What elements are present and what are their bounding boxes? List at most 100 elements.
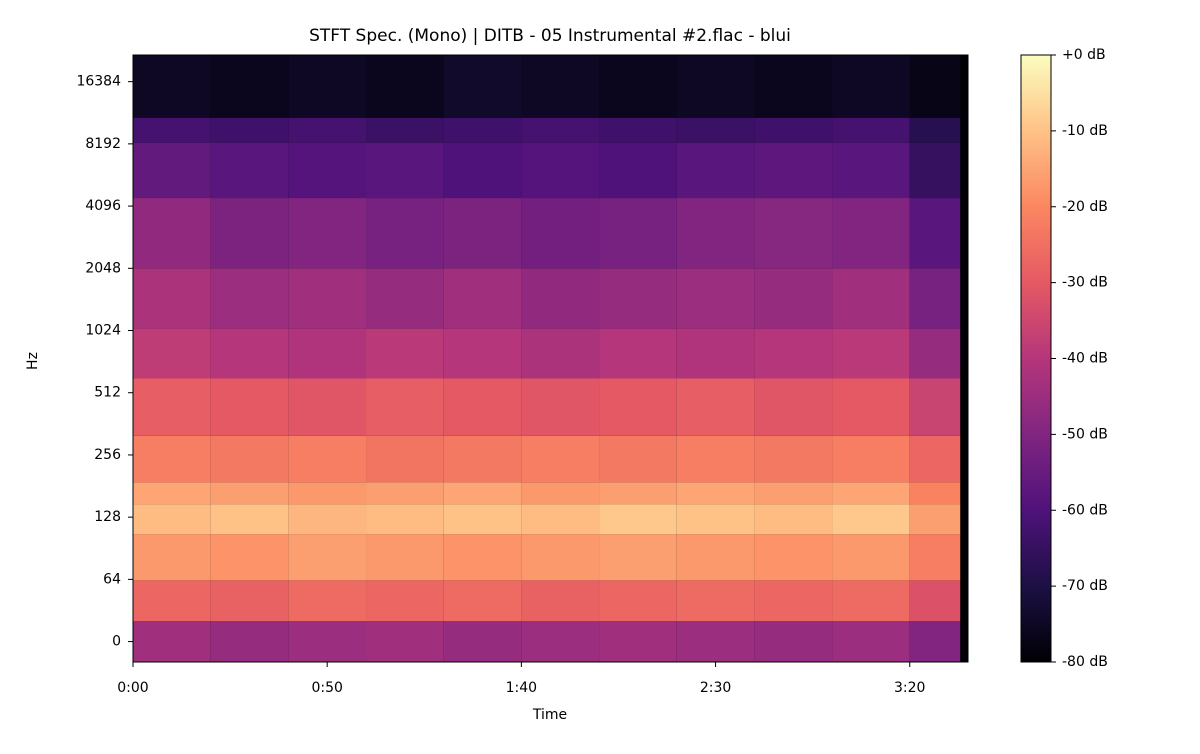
spectrogram-cell [676,504,755,535]
spectrogram-cell [521,198,600,269]
spectrogram-cell [521,378,600,436]
spectrogram-cell [832,580,910,622]
spectrogram-cell [909,482,961,505]
x-tick-label: 0:00 [117,680,148,696]
spectrogram-cell [676,534,755,581]
spectrogram-cell [366,580,444,622]
spectrogram-cell [288,198,367,269]
spectrogram-cell [521,268,600,329]
spectrogram-cell [676,268,755,329]
spectrogram-cell [443,268,522,329]
spectrogram-cell [133,328,211,379]
spectrogram-cell [909,117,961,143]
y-tick-label: 256 [94,447,121,463]
colorbar [1020,54,1052,663]
spectrogram-cell [366,435,444,483]
spectrogram-cell [133,621,211,662]
spectrogram-cell [366,621,444,662]
y-tick-label: 2048 [85,260,121,276]
spectrogram-cell [599,142,677,199]
spectrogram-cell [521,580,600,622]
spectrogram-cell [909,55,961,118]
spectrogram-cell [599,504,677,535]
colorbar-tick-label: +0 dB [1062,47,1106,63]
spectrogram-cell [443,142,522,199]
spectrogram-cell [909,580,961,622]
spectrogram-cell [133,378,211,436]
spectrogram-cell [521,534,600,581]
spectrogram-cell [599,534,677,581]
spectrogram-cell [832,117,910,143]
spectrogram-cell [599,580,677,622]
spectrogram-cell [521,142,600,199]
spectrogram-cell [443,482,522,505]
spectrogram-cell [133,198,211,269]
x-tick-label: 1:40 [506,680,537,696]
spectrogram-cell [366,328,444,379]
spectrogram-cell [366,198,444,269]
spectrogram-cell [521,435,600,483]
spectrogram-cell [754,580,833,622]
spectrogram-cell [599,621,677,662]
spectrogram-cell [288,142,367,199]
spectrogram-cell [832,621,910,662]
x-tick-label: 0:50 [311,680,342,696]
heatmap [133,55,961,662]
spectrogram-cell [288,117,367,143]
spectrogram-cell [832,534,910,581]
x-tick-label: 3:20 [894,680,925,696]
spectrogram-cell [599,268,677,329]
spectrogram-cell [676,621,755,662]
spectrogram-cell [909,504,961,535]
spectrogram-cell [210,534,289,581]
spectrogram-cell [443,117,522,143]
spectrogram-cell [210,621,289,662]
spectrogram-cell [832,268,910,329]
plot-frame [132,54,969,663]
spectrogram-cell [832,504,910,535]
spectrogram-cell [366,268,444,329]
spectrogram-cell [366,142,444,199]
y-tick-label: 0 [112,634,121,650]
spectrogram-cell [443,580,522,622]
spectrogram-cell [210,268,289,329]
y-axis-label: Hz [25,352,41,370]
spectrogram-cell [133,580,211,622]
spectrogram-cell [443,435,522,483]
spectrogram-cell [521,504,600,535]
spectrogram-cell [832,328,910,379]
spectrogram-cell [133,142,211,199]
spectrogram-cell [133,534,211,581]
spectrogram-cell [754,142,833,199]
spectrogram-cell [754,268,833,329]
spectrogram-cell [599,328,677,379]
spectrogram-cell [288,328,367,379]
spectrogram-cell [832,435,910,483]
spectrogram-cell [521,621,600,662]
spectrogram-cell [754,378,833,436]
spectrogram-cell [909,435,961,483]
spectrogram-cell [443,55,522,118]
spectrogram-cell [443,504,522,535]
spectrogram-cell [521,482,600,505]
spectrogram-cell [443,621,522,662]
spectrogram-cell [754,534,833,581]
spectrogram-cell [210,378,289,436]
y-tick-label: 64 [103,571,121,587]
spectrogram-cell [599,482,677,505]
colorbar-tick-label: -70 dB [1062,578,1108,594]
colorbar-tick-label: -80 dB [1062,654,1108,670]
spectrogram-cell [443,534,522,581]
chart-title: STFT Spec. (Mono) | DITB - 05 Instrument… [309,26,791,46]
spectrogram-cell [133,268,211,329]
spectrogram-cell [909,328,961,379]
spectrogram-cell [521,328,600,379]
spectrogram-cell [210,504,289,535]
spectrogram-cell [599,435,677,483]
spectrogram-cell [288,435,367,483]
spectrogram-cell [832,55,910,118]
spectrogram-cell [366,504,444,535]
spectrogram-cell [366,534,444,581]
y-tick-label: 1024 [85,323,121,339]
